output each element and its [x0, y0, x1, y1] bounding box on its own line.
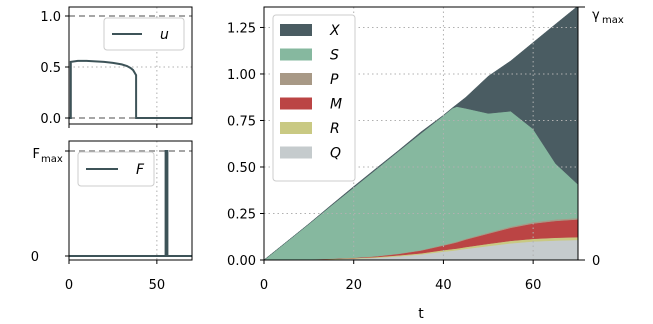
main-ytick-label-4: 1.00 [227, 68, 256, 83]
main-legend-label-P: P [330, 72, 339, 88]
u-legend: u [103, 17, 185, 51]
main-ytick-label-3: 0.75 [227, 114, 256, 129]
main-legend-swatch-R [280, 122, 312, 134]
main-xtick-label-0: 0 [260, 278, 268, 293]
u-ytick-label-1: 0.5 [40, 61, 61, 76]
main-ytick-label-2: 0.50 [227, 161, 256, 176]
f-ticks: 0 0 50 [31, 150, 166, 293]
main-area-X [264, 7, 578, 260]
main-ytick-label-5: 1.25 [227, 21, 256, 36]
u-series-line-u [69, 59, 192, 119]
u-axes-frame [68, 6, 193, 125]
main-legend-label-S: S [330, 48, 339, 64]
u-ticks: 0.0 0.5 1.0 [40, 10, 158, 128]
main-right-axis: γ max 0 [578, 6, 624, 269]
f-panel: 0 0 50 F max F [31, 140, 193, 293]
f-series-line-F [69, 150, 192, 257]
main-ticks: 0.00 0.25 0.50 0.75 1.00 1.25 0 20 40 60 [227, 21, 541, 293]
main-legend-swatch-M [280, 97, 312, 110]
main-legend-label-M: M [330, 97, 342, 113]
main-legend-label-Q: Q [330, 146, 341, 162]
f-ytick-label-0: 0 [31, 250, 39, 265]
main-legend-label-R: R [330, 121, 340, 137]
right-axis-top-label-base: γ [592, 8, 600, 23]
main-stacked-areas [264, 7, 578, 260]
f-xtick-label-1: 50 [149, 278, 166, 293]
main-legend-swatch-X [280, 24, 312, 36]
f-legend-label: F [136, 162, 145, 178]
f-series [69, 150, 192, 257]
main-panel: 0.00 0.25 0.50 0.75 1.00 1.25 0 20 40 60 t γ max … [227, 6, 624, 322]
main-xtick-label-2: 40 [435, 278, 452, 293]
right-axis-bottom-label: 0 [592, 254, 600, 269]
u-ytick-label-0: 0.0 [40, 112, 61, 127]
main-x-axis-label: t [418, 306, 424, 322]
f-ymax-label-base: F [33, 147, 40, 162]
u-ytick-label-2: 1.0 [40, 10, 61, 25]
f-legend: F [77, 151, 155, 187]
f-ymax-label: F max [33, 147, 63, 165]
main-xtick-label-1: 20 [345, 278, 362, 293]
main-legend-swatch-S [280, 48, 312, 61]
u-panel: 0.0 0.5 1.0 u [40, 6, 193, 128]
main-axes-frame [263, 6, 579, 261]
right-axis-top-label-sub: max [602, 15, 624, 26]
u-legend-box [103, 17, 185, 51]
main-legend-swatch-P [280, 73, 312, 85]
main-legend-label-X: X [329, 23, 340, 39]
f-ymax-label-sub: max [41, 154, 63, 165]
main-ytick-label-0: 0.00 [227, 254, 256, 269]
main-xtick-label-3: 60 [525, 278, 542, 293]
main-ytick-label-1: 0.25 [227, 207, 256, 222]
f-xtick-label-0: 0 [65, 278, 73, 293]
f-axes-frame [68, 140, 193, 261]
u-series [69, 59, 192, 119]
u-legend-label: u [160, 27, 169, 43]
main-legend-swatch-Q [280, 146, 312, 159]
